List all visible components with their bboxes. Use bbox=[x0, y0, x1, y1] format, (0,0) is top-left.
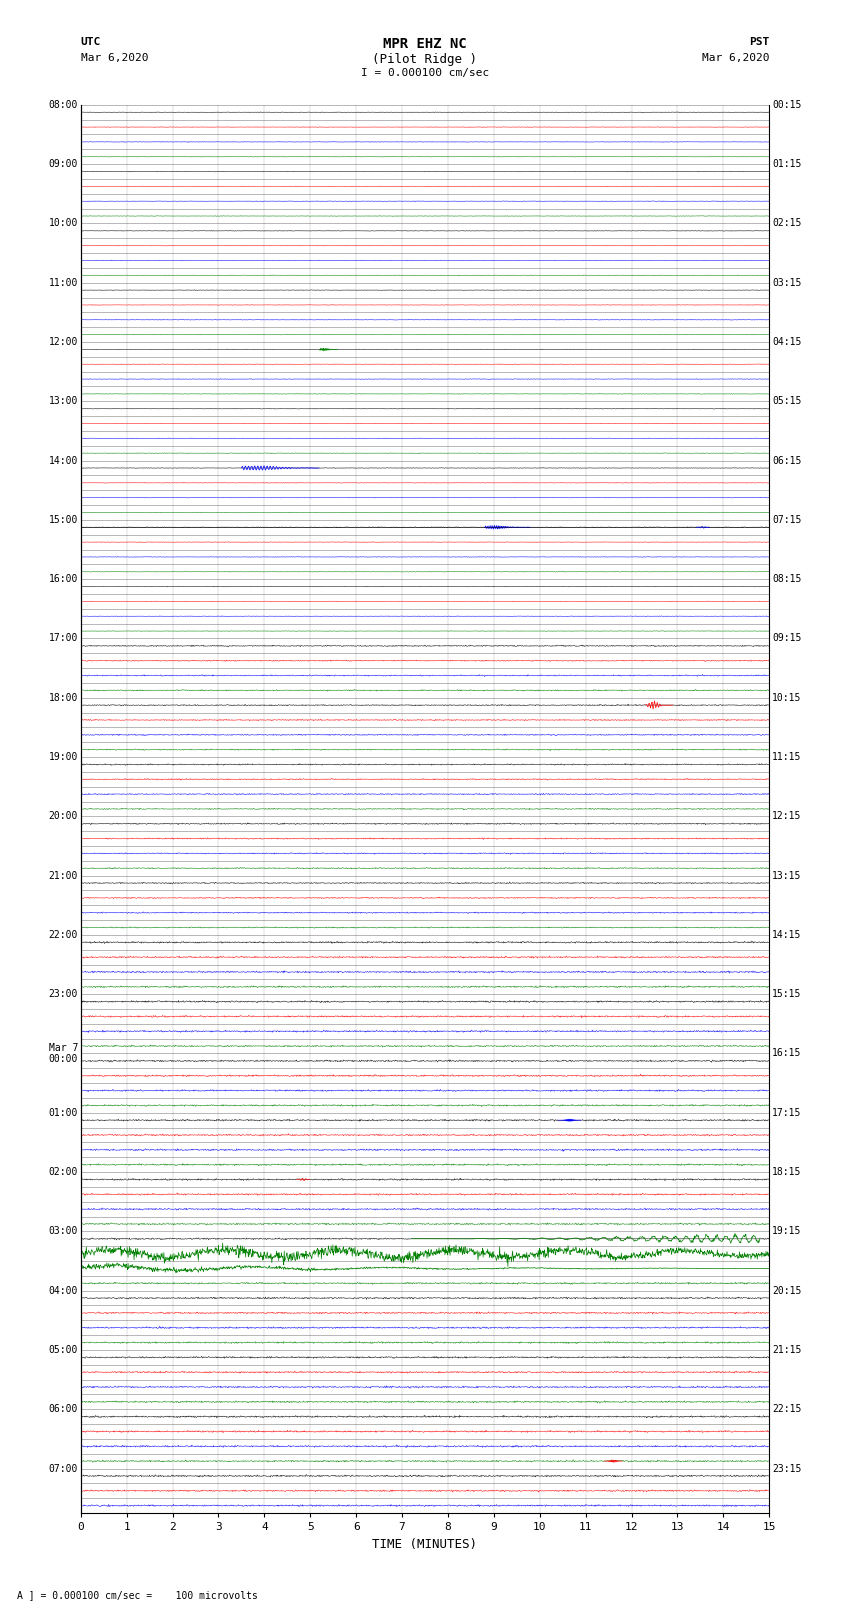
X-axis label: TIME (MINUTES): TIME (MINUTES) bbox=[372, 1537, 478, 1550]
Text: MPR EHZ NC: MPR EHZ NC bbox=[383, 37, 467, 52]
Text: (Pilot Ridge ): (Pilot Ridge ) bbox=[372, 53, 478, 66]
Text: A ] = 0.000100 cm/sec =    100 microvolts: A ] = 0.000100 cm/sec = 100 microvolts bbox=[17, 1590, 258, 1600]
Text: I = 0.000100 cm/sec: I = 0.000100 cm/sec bbox=[361, 68, 489, 77]
Text: Mar 6,2020: Mar 6,2020 bbox=[702, 53, 769, 63]
Text: Mar 6,2020: Mar 6,2020 bbox=[81, 53, 148, 63]
Text: UTC: UTC bbox=[81, 37, 101, 47]
Text: PST: PST bbox=[749, 37, 769, 47]
